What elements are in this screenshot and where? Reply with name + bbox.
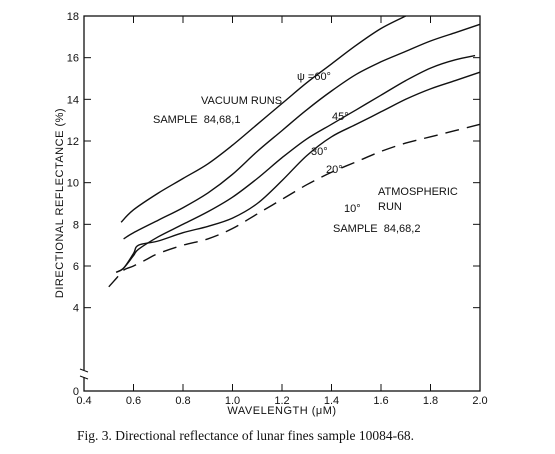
y-tick-label: 18 <box>67 11 79 23</box>
atmospheric-label: ATMOSPHERIC <box>378 186 458 198</box>
y-tick-label: 8 <box>73 219 79 231</box>
figure-caption: Fig. 3. Directional reflectance of lunar… <box>77 428 415 443</box>
y-tick-label: 16 <box>67 53 79 65</box>
x-tick-label: 1.4 <box>324 395 339 407</box>
tick-labels: 0.4 0.6 0.8 1.0 1.2 1.4 1.6 1.8 2.0 0 4 6 8 10 12 14 16 1… <box>67 11 488 407</box>
x-tick-label: 1.2 <box>274 395 289 407</box>
series-line-1 <box>120 15 407 223</box>
x-tick-label: 1.6 <box>373 395 388 407</box>
x-tick-label: 2.0 <box>472 395 487 407</box>
x-axis-title: WAVELENGTH (μM) <box>227 405 336 417</box>
y-tick-label: 0 <box>73 386 79 398</box>
series-line-4 <box>115 71 481 273</box>
tick-marks <box>83 15 481 392</box>
vacuum-runs-label: VACUUM RUNS <box>201 95 282 107</box>
series-label-20: 20° <box>326 164 343 176</box>
x-tick-label: 1.0 <box>225 395 240 407</box>
y-tick-label: 14 <box>67 94 79 106</box>
series-lines <box>108 15 481 288</box>
run-label: RUN <box>378 201 402 213</box>
y-tick-label: 12 <box>67 136 79 148</box>
y-tick-label: 4 <box>73 303 79 315</box>
x-tick-label: 0.6 <box>126 395 141 407</box>
y-axis-title: DIRECTIONAL REFLECTANCE (%) <box>54 108 66 298</box>
series-label-45: 45° <box>332 111 349 123</box>
series-line-5 <box>108 123 481 288</box>
atmospheric-sample-label: SAMPLE 84,68,2 <box>333 223 420 235</box>
y-axis-break <box>79 368 89 380</box>
y-tick-label: 6 <box>73 261 79 273</box>
series-label-30: 30° <box>311 146 328 158</box>
series-line-3 <box>115 54 476 273</box>
y-tick-label: 10 <box>67 178 79 190</box>
series-line-2 <box>123 23 481 240</box>
vacuum-sample-label: SAMPLE 84,68,1 <box>153 114 240 126</box>
x-tick-label: 0.4 <box>76 395 91 407</box>
x-tick-label: 0.8 <box>175 395 190 407</box>
series-label-60: ψ =60° <box>297 71 331 83</box>
x-tick-label: 1.8 <box>423 395 438 407</box>
series-label-10: 10° <box>344 203 361 215</box>
